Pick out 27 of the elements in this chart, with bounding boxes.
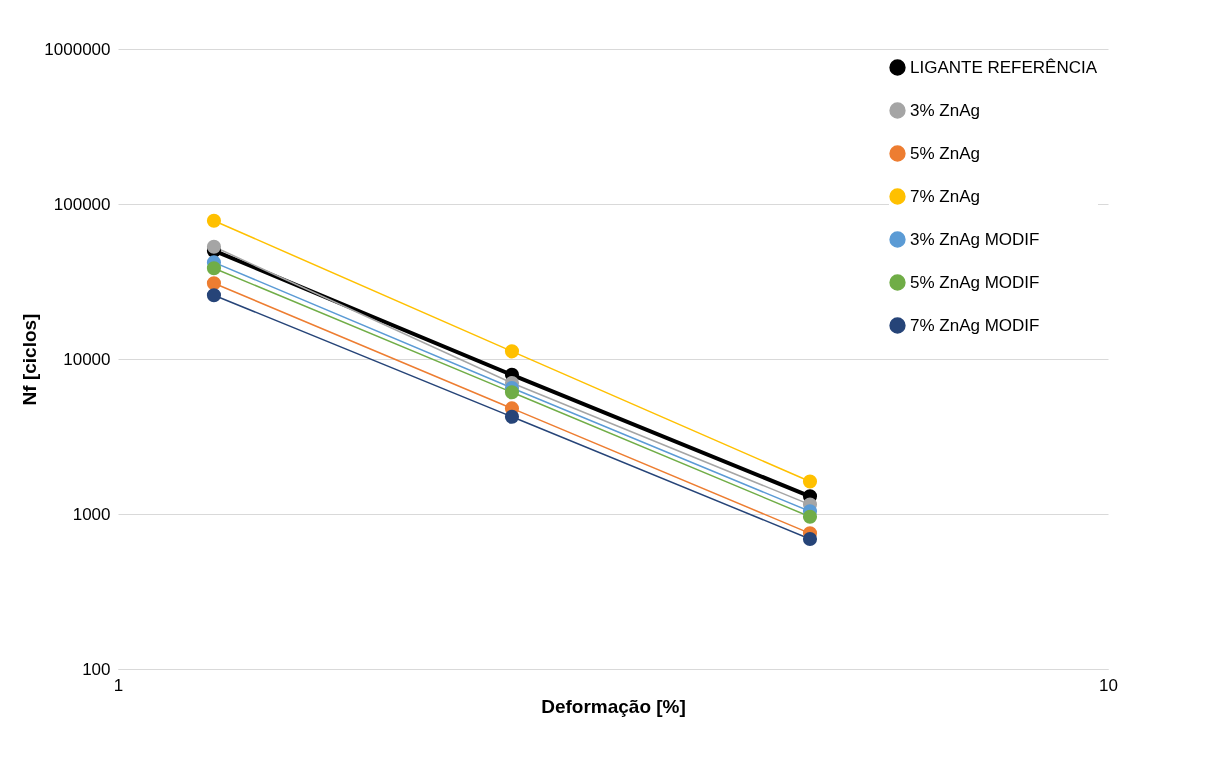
y-tick-label: 10000 (63, 349, 111, 369)
point (206, 213, 222, 228)
legend-label: 7% ZnAg (910, 186, 980, 206)
legend-label: 3% ZnAg MODIF (910, 229, 1040, 249)
point (504, 344, 520, 359)
x-tick-label: 1 (113, 675, 124, 695)
x-tick-label: 10 (1099, 675, 1118, 695)
legend-label: 3% ZnAg (910, 100, 980, 120)
point (206, 288, 222, 303)
y-tick-label: 1000 (72, 504, 111, 524)
point (504, 409, 520, 424)
point (802, 531, 818, 547)
y-tick-label: 100000 (53, 194, 111, 214)
point (504, 385, 520, 400)
point (802, 509, 818, 524)
point (206, 276, 222, 291)
point (802, 474, 818, 489)
y-tick-label: 1000000 (44, 39, 111, 59)
legend-label: 5% ZnAg (910, 143, 980, 163)
point (206, 261, 222, 276)
y-tick-label: 100 (82, 659, 111, 679)
y-axis-title: Nf [ciclos] (19, 313, 41, 406)
legend-label: 7% ZnAg MODIF (910, 315, 1040, 335)
x-axis-title: Deformação [%] (541, 695, 686, 717)
legend-label: 5% ZnAg MODIF (910, 272, 1040, 292)
legend-label: LIGANTE REFERÊNCIA (910, 57, 1098, 77)
point (206, 239, 222, 254)
